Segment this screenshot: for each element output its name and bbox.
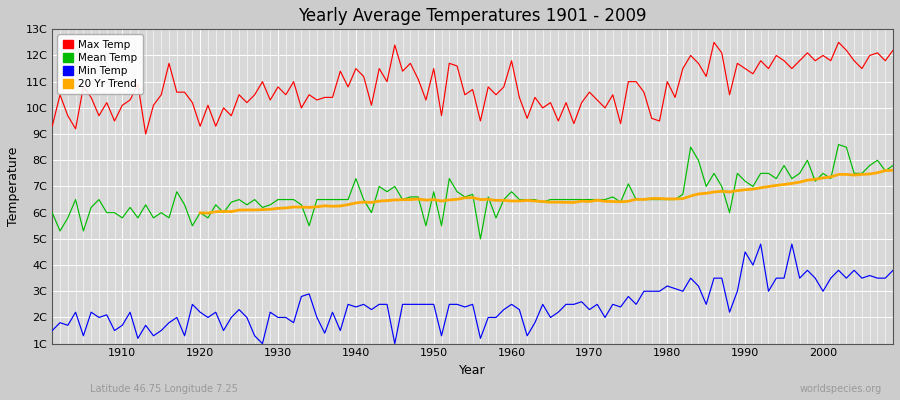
Y-axis label: Temperature: Temperature [7,147,20,226]
Text: Latitude 46.75 Longitude 7.25: Latitude 46.75 Longitude 7.25 [90,384,238,394]
X-axis label: Year: Year [459,364,486,377]
Title: Yearly Average Temperatures 1901 - 2009: Yearly Average Temperatures 1901 - 2009 [299,7,647,25]
Text: worldspecies.org: worldspecies.org [800,384,882,394]
Legend: Max Temp, Mean Temp, Min Temp, 20 Yr Trend: Max Temp, Mean Temp, Min Temp, 20 Yr Tre… [58,34,142,94]
